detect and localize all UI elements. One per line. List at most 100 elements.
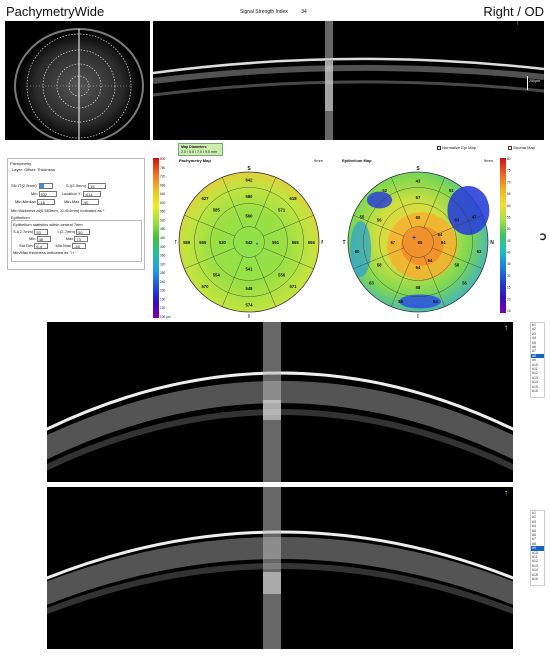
scan-list-item[interactable]: #6 <box>532 533 536 538</box>
scan-list-item[interactable]: #11 <box>532 367 538 372</box>
s-i-field[interactable]: 15 <box>88 183 107 189</box>
min-max-field[interactable]: -90 <box>80 199 99 205</box>
colorbar-tick-label: 60 <box>507 204 511 208</box>
pachy-row1: SN-IT(2-5mm) S-I(2-5mm) 15 <box>11 183 141 189</box>
side-handle-icon[interactable]: Ↄ <box>540 232 547 242</box>
pachy-row2: Min 532 Location Y: -414 <box>11 191 141 197</box>
epi-mid-value: 63 <box>454 218 459 223</box>
scan-list-item[interactable]: #8 <box>532 541 536 546</box>
scan-list-item[interactable]: #14 <box>532 568 538 573</box>
top-bscan[interactable]: ↑ 250μm <box>153 21 544 140</box>
scan-list-item[interactable]: #9 <box>531 546 544 551</box>
colorbar-tick-label: 70 <box>507 180 511 184</box>
min-max-label: Min-Max <box>64 199 80 205</box>
bottom-bscan[interactable]: ↑ <box>47 487 513 649</box>
colorbar-tick-label: 280 <box>160 271 166 275</box>
scan-list-item[interactable]: #1 <box>532 323 536 327</box>
scan-list-item[interactable]: #2 <box>532 327 536 332</box>
map-diameters-badge[interactable]: Map Diameters 2.0 / 5.0 / 7.0 / 9.0 mm <box>178 143 223 156</box>
scan-list-item[interactable]: #15 <box>532 384 538 389</box>
scan-list-item[interactable]: #2 <box>532 515 536 520</box>
stroma-option[interactable]: Stroma Map <box>508 145 535 150</box>
epi-s-i-field[interactable]: 53 <box>34 228 49 235</box>
pachy-map-svg[interactable]: S I T N 542 560 551 541 530 580 571 565 556 548 554 565… <box>175 160 323 320</box>
scan-list-item[interactable]: #10 <box>532 550 538 555</box>
epi-colorbar <box>500 158 506 313</box>
loc-y-field[interactable]: -414 <box>82 191 101 197</box>
colorbar-tick-label: 100 μm <box>160 315 171 319</box>
map-diameters-values: 2.0 / 5.0 / 7.0 / 9.0 mm <box>181 149 217 154</box>
middle-bscan[interactable]: ↑ <box>47 322 513 482</box>
epi-max-field[interactable]: 73 <box>74 235 89 242</box>
scan-list-item[interactable]: #3 <box>532 331 536 336</box>
enface-image[interactable] <box>5 21 150 140</box>
scan-list-item[interactable]: #14 <box>532 380 538 385</box>
scan-list-item[interactable]: #7 <box>532 349 536 354</box>
epi-inner-value: 60 <box>416 215 421 220</box>
scan-list-item[interactable]: #10 <box>532 362 538 367</box>
epi-mid-value: 58 <box>377 262 382 267</box>
pachy-colorbar-labels: 800 760 720 680 640 600 560 520 480 440 400 360 320 2… <box>160 157 171 319</box>
epi-min-max-field[interactable]: -28 <box>71 242 86 249</box>
min-median-field[interactable]: -18 <box>37 199 56 205</box>
map-disc <box>178 171 320 313</box>
epi-extra-value: 64 <box>428 258 433 263</box>
eye-label: Right / OD <box>483 4 544 19</box>
scan-list-item[interactable]: #1 <box>532 511 536 515</box>
map-ring <box>379 203 457 281</box>
epi-min-field[interactable]: 45 <box>36 235 51 242</box>
epi-outer-value: 47 <box>472 214 477 219</box>
sn-it-field[interactable] <box>38 183 53 189</box>
stroma-checkbox[interactable] <box>508 145 512 150</box>
colorbar-tick-label: 360 <box>160 254 166 258</box>
scan-list-item[interactable]: #13 <box>532 375 538 380</box>
map-spoke <box>353 247 404 269</box>
normalize-epi-option[interactable]: Normalize Epi Map <box>437 145 476 150</box>
scan-list-item[interactable]: #12 <box>532 559 538 564</box>
scan-list-item[interactable]: #4 <box>532 336 536 341</box>
top-bscan-svg: ↑ <box>153 21 544 140</box>
min-label: Min <box>31 191 38 197</box>
pachy-group-title: Pachymetry <box>10 161 32 166</box>
epi-i-field[interactable]: 59 <box>76 228 91 235</box>
colorbar-tick-label: 50 <box>507 227 511 231</box>
std-field[interactable]: 6.4 <box>34 242 49 249</box>
scan-list-item[interactable]: #8 <box>531 353 544 359</box>
scan-list-item[interactable]: #5 <box>532 528 536 533</box>
pachymetry-panel: Pachymetry Layer: Offset: Thickness SN-I… <box>7 158 145 270</box>
pachy-mid-value: 571 <box>278 207 286 212</box>
scan-list-item[interactable]: #15 <box>532 572 538 577</box>
colorbar-tick-label: 25 <box>507 286 511 290</box>
scan-list-item[interactable]: #16 <box>532 577 538 582</box>
scan-list-2[interactable]: #1 #2 #3 #4 #5 #6 #7 #8 #9 #10 #11 #12 #13 #14 #15 #16 <box>530 510 545 586</box>
app-title: PachymetryWide <box>6 4 105 19</box>
scan-list-item[interactable]: #12 <box>532 371 538 376</box>
min-field[interactable]: 532 <box>38 191 57 197</box>
pachy-outer-value: 574 <box>246 302 254 307</box>
map-spoke <box>184 215 235 237</box>
scan-list-item[interactable]: #16 <box>532 389 538 394</box>
dir-t-label: T <box>175 240 177 246</box>
scan-list-item[interactable]: #4 <box>532 524 536 529</box>
scan-list-item[interactable]: #7 <box>532 537 536 542</box>
scan-list-item[interactable]: #9 <box>532 358 536 363</box>
pachy-inner-value: 551 <box>272 240 280 245</box>
scan-list-item[interactable]: #13 <box>532 563 538 568</box>
epi-i-label: I-(2-7mm) <box>57 228 76 234</box>
epi-map-svg[interactable]: S I T N 65 60 64 64 67 57 63 58 58 58 56 43 51 47 53 56 54 55… <box>342 160 497 320</box>
scan-list-item[interactable]: #3 <box>532 519 536 524</box>
colorbar-tick-label: 760 <box>160 166 166 170</box>
scan-list-item[interactable]: #11 <box>532 555 538 560</box>
pachy-center-value: 542 <box>246 240 254 245</box>
stroma-label: Stroma Map <box>513 145 535 150</box>
scan-list-item[interactable]: #5 <box>532 340 536 345</box>
epi-blue-region <box>399 294 441 309</box>
scale-label: 250μm <box>529 79 540 83</box>
normalize-checkbox[interactable] <box>437 145 441 150</box>
pachy-map-title: Pachymetry Map <box>179 158 211 163</box>
scan-list-item[interactable]: #6 <box>532 345 536 350</box>
scan-list-1[interactable]: #1 #2 #3 #4 #5 #6 #7 #8 #9 #10 #11 #12 #13 #14 #15 #16 <box>530 322 545 398</box>
epi-inner-value: 64 <box>416 265 421 270</box>
pachy-mid-value: 580 <box>246 194 254 199</box>
signal-strength: Signal Strength Index 34 <box>240 9 307 15</box>
